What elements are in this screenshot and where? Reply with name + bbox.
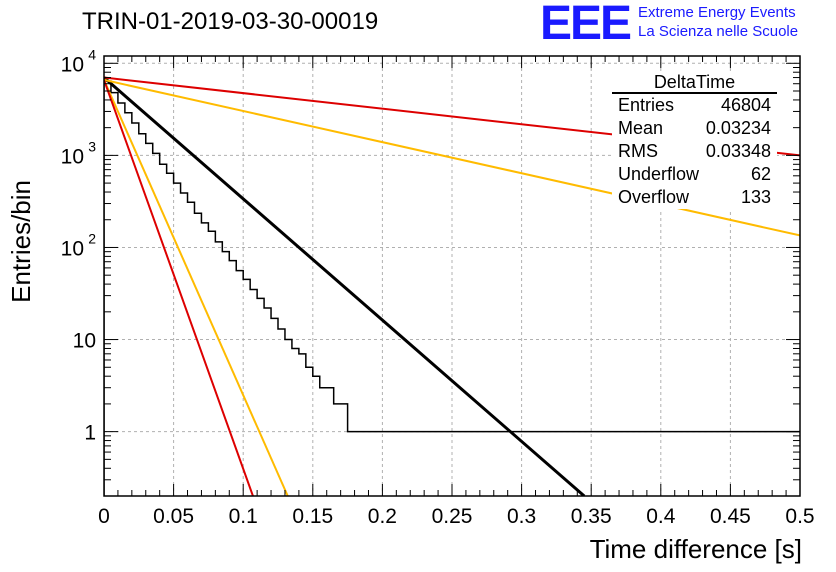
logo-caption-line2: La Scienza nelle Scuole: [638, 23, 799, 40]
stats-row-entries: Entries 46804: [618, 95, 771, 115]
fit-line-4: [104, 79, 254, 496]
x-tick-label: 0.3: [507, 505, 536, 528]
x-tick-label: 0: [98, 505, 110, 528]
stats-title: DeltaTime: [612, 72, 777, 94]
x-tick-label: 0.15: [292, 505, 333, 528]
fit-line-3: [104, 79, 289, 496]
fit-line-2: [104, 78, 800, 237]
x-tick-label: 0.1: [229, 505, 258, 528]
x-tick-label: 0.25: [432, 505, 473, 528]
y-tick-label-10000-exponent: 4: [88, 46, 96, 62]
stats-box: DeltaTime Entries 46804 Mean 0.03234 RMS 0.…: [612, 72, 777, 209]
stats-row-overflow: Overflow 133: [618, 187, 771, 207]
y-tick-label-100-exponent: 2: [88, 230, 96, 246]
x-axis-label: Time difference [s]: [589, 534, 802, 564]
x-tick-label: 0.5: [785, 505, 814, 528]
stats-row-mean: Mean 0.03234: [618, 118, 771, 138]
y-axis-label: Entries/bin: [6, 180, 36, 303]
y-tick-label-1000: 10: [61, 145, 84, 168]
x-tick-label: 0.4: [646, 505, 676, 528]
y-tick-label-1000-exponent: 3: [88, 138, 96, 154]
y-tick-label-10000: 10: [61, 53, 84, 76]
y-tick-label-100: 10: [61, 237, 84, 260]
x-tick-label: 0.35: [571, 505, 612, 528]
fit-line-0: [104, 76, 586, 496]
y-tick-label-10: 10: [73, 330, 96, 353]
histogram-steps: [104, 80, 800, 496]
logo-caption-line1: Extreme Energy Events: [638, 4, 796, 21]
x-tick-label: 0.45: [710, 505, 751, 528]
eee-logo: EEE: [540, 0, 632, 50]
stats-row-underflow: Underflow 62: [618, 164, 771, 184]
x-tick-label: 0.2: [368, 505, 397, 528]
chart-title: TRIN-01-2019-03-30-00019: [82, 8, 379, 35]
logo-caption: Extreme Energy Events La Scienza nelle S…: [638, 3, 798, 41]
stats-row-rms: RMS 0.03348: [618, 141, 771, 161]
y-tick-label-1: 1: [84, 422, 96, 445]
x-tick-label: 0.05: [153, 505, 194, 528]
